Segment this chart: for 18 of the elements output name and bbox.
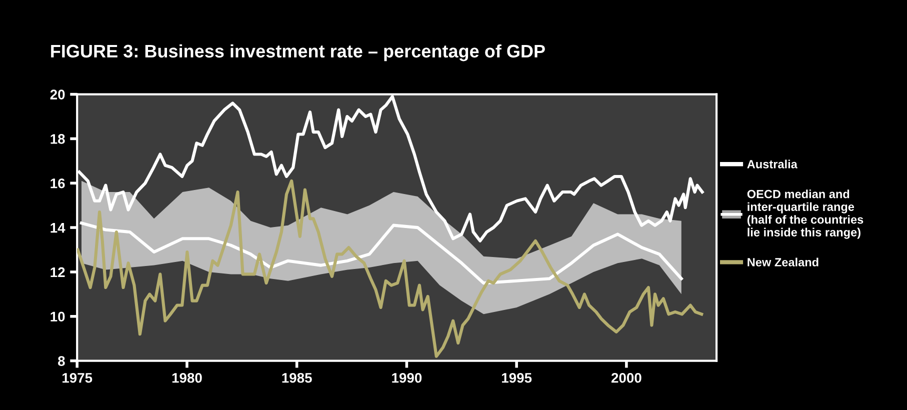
x-tick-label: 1995 [502,372,532,383]
legend-label: Australia [747,160,798,168]
legend-label: OECD median and inter-quartile range (half of the countries lie inside this range) [747,190,864,239]
x-tick-label: 1985 [282,372,312,383]
y-tick-label: 20 [50,90,65,100]
x-tick-label: 1975 [62,372,92,383]
y-tick-label: 8 [58,356,65,366]
x-tick-label: 2000 [611,372,642,383]
y-tick-label: 14 [50,223,66,233]
y-tick-label: 16 [50,178,65,188]
x-tick-label: 1990 [392,372,422,383]
line-series [77,179,704,358]
legend-label: New Zealand [748,258,818,266]
x-tick-label: 1980 [172,372,202,383]
y-tick-label: 10 [50,312,65,322]
y-tick-label: 12 [50,267,65,277]
y-tick-label: 18 [50,134,65,144]
chart-title: FIGURE 3: Business investment rate – percentage of GDP [51,44,545,62]
